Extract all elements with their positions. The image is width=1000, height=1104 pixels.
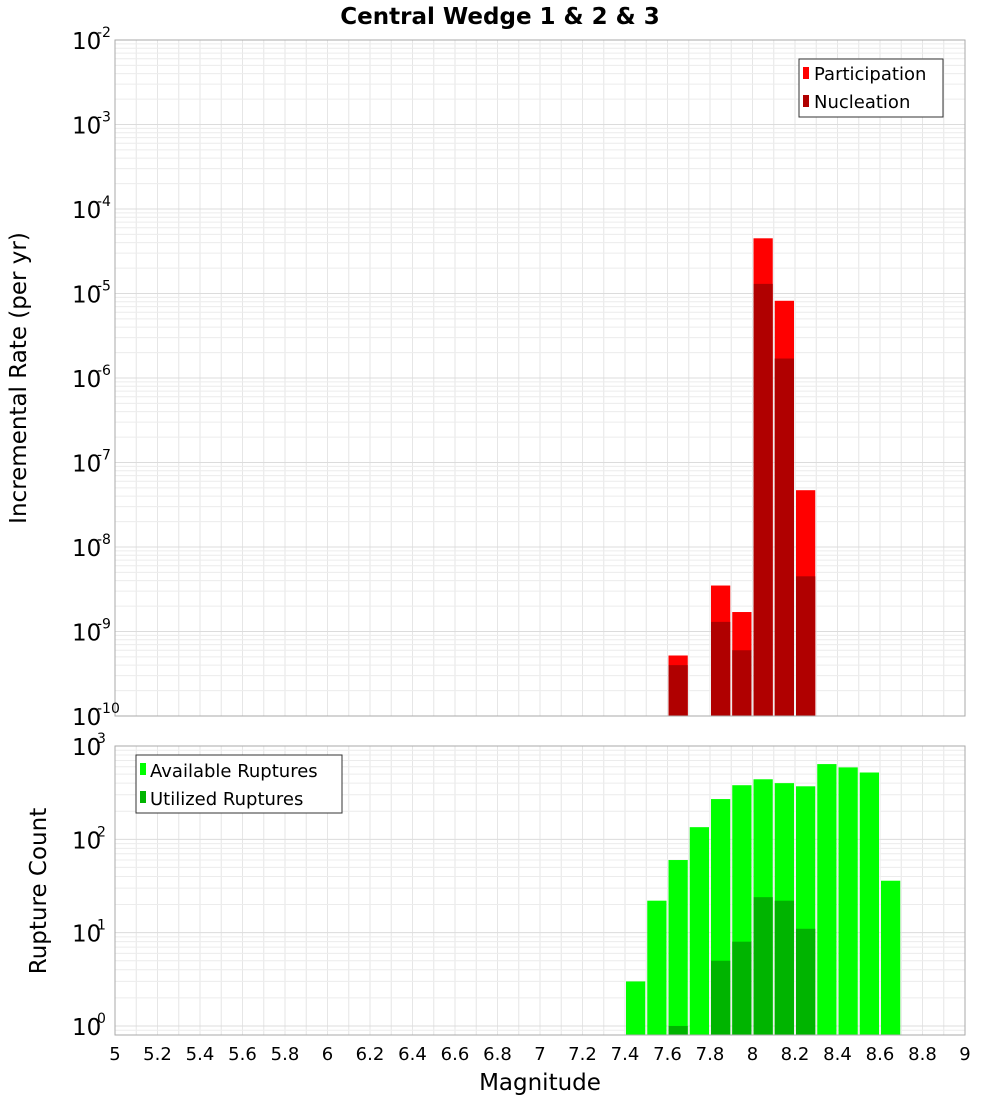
x-tick-label: 8.4 bbox=[823, 1044, 852, 1065]
bottom-bar-available-ruptures bbox=[881, 880, 901, 1035]
top-legend: Participation Nucleation bbox=[798, 58, 944, 118]
top-bar-nucleation bbox=[753, 283, 773, 716]
x-tick-label: 8.2 bbox=[781, 1044, 810, 1065]
top-y-tick-label: 10 bbox=[72, 29, 101, 55]
bottom-bar-available-ruptures bbox=[647, 900, 667, 1035]
legend-swatch-available bbox=[140, 763, 146, 775]
bottom-panel-bars bbox=[626, 764, 901, 1035]
top-y-tick-exponent: -9 bbox=[97, 617, 111, 633]
x-tick-label: 8.6 bbox=[866, 1044, 895, 1065]
bottom-y-tick-label: 10 bbox=[72, 922, 101, 948]
legend-label-participation: Participation bbox=[814, 64, 926, 85]
bottom-legend-box bbox=[135, 754, 343, 814]
x-tick-label: 5.2 bbox=[143, 1044, 172, 1065]
top-bar-nucleation bbox=[796, 576, 816, 716]
top-panel-frame bbox=[114, 39, 966, 717]
top-panel-bars bbox=[668, 238, 816, 717]
top-y-tick-label: 10 bbox=[72, 621, 101, 647]
x-tick-label: 6.4 bbox=[398, 1044, 427, 1065]
x-tick-label: 7.8 bbox=[696, 1044, 725, 1065]
top-y-tick-exponent: -5 bbox=[97, 279, 111, 295]
top-y-tick-exponent: -3 bbox=[97, 110, 111, 126]
bottom-y-tick-exponent: 1 bbox=[97, 918, 106, 934]
x-tick-label: 5.6 bbox=[228, 1044, 257, 1065]
bottom-legend: Available Ruptures Utilized Ruptures bbox=[135, 754, 343, 814]
x-tick-label: 6 bbox=[322, 1044, 333, 1065]
x-tick-label: 8.8 bbox=[908, 1044, 937, 1065]
bottom-bar-utilized-ruptures bbox=[796, 928, 816, 1035]
bottom-bar-available-ruptures bbox=[817, 764, 837, 1035]
x-tick-label: 6.6 bbox=[441, 1044, 470, 1065]
top-legend-box bbox=[798, 58, 944, 118]
bottom-bar-available-ruptures bbox=[838, 767, 858, 1035]
top-y-tick-label: 10 bbox=[72, 536, 101, 562]
bottom-bar-utilized-ruptures bbox=[774, 900, 794, 1035]
chart-title: Central Wedge 1 & 2 & 3 bbox=[340, 4, 659, 30]
top-y-axis-label: Incremental Rate (per yr) bbox=[6, 232, 32, 524]
bottom-bar-available-ruptures bbox=[859, 772, 879, 1035]
top-y-tick-exponent: -8 bbox=[97, 532, 111, 548]
bottom-y-tick-label: 10 bbox=[72, 735, 101, 761]
x-tick-labels: 5 5.2 5.4 5.6 5.8 6 6.2 6.4 6.6 6.8 7 7.2 7.4 7.6 7.8 8… bbox=[109, 1044, 970, 1065]
x-tick-label: 7.6 bbox=[653, 1044, 682, 1065]
top-y-tick-label: 10 bbox=[72, 705, 101, 731]
legend-swatch-participation bbox=[803, 67, 809, 79]
legend-swatch-nucleation bbox=[803, 95, 809, 107]
legend-swatch-utilized bbox=[140, 791, 146, 803]
top-bar-nucleation bbox=[732, 650, 752, 716]
top-bar-nucleation bbox=[711, 621, 731, 716]
top-y-tick-label: 10 bbox=[72, 198, 101, 224]
bottom-panel-frame bbox=[114, 745, 966, 1036]
top-bar-nucleation bbox=[668, 665, 688, 716]
bottom-bar-available-ruptures bbox=[626, 981, 646, 1035]
legend-label-utilized: Utilized Ruptures bbox=[150, 789, 303, 810]
x-tick-label: 8 bbox=[747, 1044, 758, 1065]
x-tick-label: 5.8 bbox=[271, 1044, 300, 1065]
x-tick-label: 5.4 bbox=[186, 1044, 215, 1065]
bottom-bar-utilized-ruptures bbox=[732, 941, 752, 1035]
legend-label-available: Available Ruptures bbox=[150, 761, 318, 782]
bottom-y-tick-exponent: 3 bbox=[97, 731, 106, 747]
top-y-tick-label: 10 bbox=[72, 367, 101, 393]
bottom-y-tick-exponent: 0 bbox=[97, 1011, 106, 1027]
top-y-tick-exponent: -2 bbox=[97, 25, 111, 41]
legend-label-nucleation: Nucleation bbox=[814, 92, 910, 113]
x-tick-label: 7 bbox=[534, 1044, 545, 1065]
x-tick-label: 6.8 bbox=[483, 1044, 512, 1065]
x-tick-label: 6.2 bbox=[356, 1044, 385, 1065]
top-y-tick-exponent: -4 bbox=[97, 194, 111, 210]
bottom-bar-utilized-ruptures bbox=[753, 897, 773, 1035]
x-tick-label: 7.2 bbox=[568, 1044, 597, 1065]
top-y-tick-exponent: -10 bbox=[97, 701, 120, 717]
bottom-y-tick-label: 10 bbox=[72, 1015, 101, 1041]
top-y-tick-exponent: -6 bbox=[97, 363, 111, 379]
top-panel-grid bbox=[114, 39, 966, 717]
top-bar-nucleation bbox=[774, 358, 794, 716]
x-tick-label: 5 bbox=[109, 1044, 120, 1065]
bottom-bar-available-ruptures bbox=[668, 860, 688, 1035]
bottom-bar-available-ruptures bbox=[689, 827, 709, 1035]
bottom-bar-utilized-ruptures bbox=[711, 960, 731, 1035]
bottom-y-tick-label: 10 bbox=[72, 828, 101, 854]
bottom-bar-utilized-ruptures bbox=[668, 1025, 688, 1035]
x-axis-label: Magnitude bbox=[479, 1070, 601, 1096]
x-tick-label: 9 bbox=[959, 1044, 970, 1065]
bottom-y-tick-exponent: 2 bbox=[97, 824, 106, 840]
top-y-tick-label: 10 bbox=[72, 114, 101, 140]
x-tick-label: 7.4 bbox=[611, 1044, 640, 1065]
top-y-tick-label: 10 bbox=[72, 283, 101, 309]
top-y-tick-exponent: -7 bbox=[97, 448, 111, 464]
top-y-tick-label: 10 bbox=[72, 452, 101, 478]
bottom-y-axis-label: Rupture Count bbox=[26, 808, 52, 974]
